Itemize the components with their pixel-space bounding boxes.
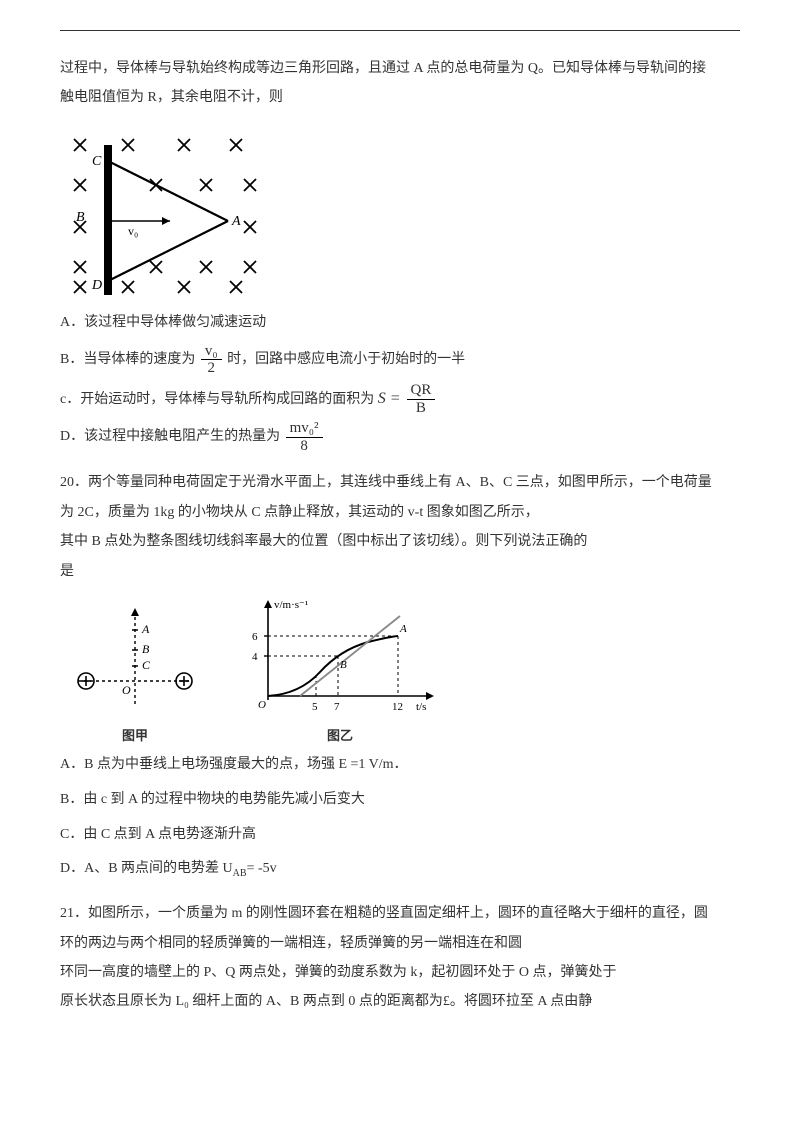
q20-line1: 20．两个等量同种电荷固定于光滑水平面上，其连线中垂线上有 A、B、C 三点，如… (60, 468, 740, 497)
xtick-12: 12 (392, 701, 403, 713)
label-b: B (76, 210, 85, 225)
frac-den: 8 (286, 438, 323, 455)
caption-left: 图甲 (70, 725, 200, 744)
q19-option-a: A．该过程中导体棒做匀减速运动 (60, 308, 740, 339)
q20-d-pre: D．A、B 两点间的电势差 U (60, 861, 233, 876)
q21-line4: 原长状态且原长为 L₀ 细杆上面的 A、B 两点到 0 点的距离都为£。将圆环拉… (60, 987, 740, 1016)
q19-cont-line1: 过程中，导体棒与导轨始终构成等边三角形回路，且通过 A 点的总电荷量为 Q。已知… (60, 54, 740, 83)
q20-option-b: B．由 c 到 A 的过程中物块的电势能先减小后变大 (60, 785, 740, 816)
q19-option-d: D．该过程中接触电阻产生的热量为 mv₀² 8 (60, 420, 740, 454)
caption-right: 图乙 (240, 725, 440, 744)
q20-diagram-left: A B C O 图甲 (70, 606, 200, 744)
q20-d-sub: AB (233, 868, 247, 879)
q19-b-pre: B．当导体棒的速度为 (60, 352, 195, 367)
q19-b-post: 时，回路中感应电流小于初始时的一半 (227, 352, 465, 367)
q20-option-d: D．A、B 两点间的电势差 UAB= -5v (60, 854, 740, 885)
ytick-6: 6 (252, 631, 258, 643)
label-b2: B (142, 642, 150, 656)
q19-option-b: B．当导体棒的速度为 v₀ 2 时，回路中感应电流小于初始时的一半 (60, 343, 740, 377)
q20-line4: 是 (60, 557, 740, 586)
label-o2: O (122, 683, 131, 697)
vt-label-a: A (399, 623, 407, 635)
q19-c-fraction: QR B (407, 382, 436, 416)
q19-d-pre: D．该过程中接触电阻产生的热量为 (60, 430, 284, 445)
frac-den: 2 (201, 360, 222, 377)
frac-num: mv₀² (286, 420, 323, 438)
conducting-bar (104, 145, 112, 295)
q20-d-post: = -5v (247, 861, 277, 876)
label-a: A (231, 214, 241, 229)
q20-line2: 为 2C，质量为 1kg 的小物块从 C 点静止释放，其运动的 v-t 图象如图… (60, 498, 740, 527)
vt-ylabel: v/m·s⁻¹ (274, 599, 308, 611)
ytick-4: 4 (252, 651, 258, 663)
label-c: C (92, 154, 102, 169)
vt-label-o: O (258, 699, 266, 711)
frac-den: B (407, 400, 436, 417)
q19-option-c: c．开始运动时，导体棒与导轨所构成回路的面积为 S = QR B (60, 381, 740, 417)
label-d: D (91, 278, 102, 293)
vt-xlabel: t/s (416, 701, 426, 713)
label-c2: C (142, 658, 151, 672)
q20-diagram-right: 6 4 5 7 12 A B O v/m·s⁻¹ t/s 图乙 (240, 596, 440, 744)
label-v0: v₀ (128, 224, 138, 238)
q19-diagram: C B A D v₀ (60, 125, 740, 300)
xtick-7: 7 (334, 701, 340, 713)
q21-line3: 环同一高度的墙壁上的 P、Q 两点处，弹簧的劲度系数为 k，起初圆环处于 O 点… (60, 958, 740, 987)
page-top-rule (60, 30, 740, 31)
q20-line3: 其中 B 点处为整条图线切线斜率最大的位置（图中标出了该切线）。则下列说法正确的 (60, 527, 740, 556)
q19-c-pre: c．开始运动时，导体棒与导轨所构成回路的面积为 (60, 392, 378, 407)
q19-c-lhs: S = (378, 390, 405, 407)
q19-b-fraction: v₀ 2 (201, 343, 222, 377)
q21-line1: 21．如图所示，一个质量为 m 的刚性圆环套在粗糙的竖直固定细杆上，圆环的直径略… (60, 899, 740, 928)
q19-d-fraction: mv₀² 8 (286, 420, 323, 454)
rail-top (108, 161, 228, 221)
frac-num: v₀ (201, 343, 222, 361)
xtick-5: 5 (312, 701, 318, 713)
q20-option-a: A．B 点为中垂线上电场强度最大的点，场强 E =1 V/m． (60, 750, 740, 781)
q21-line2: 环的两边与两个相同的轻质弹簧的一端相连，轻质弹簧的另一端相连在和圆 (60, 929, 740, 958)
q20-option-c: C．由 C 点到 A 点电势逐渐升高 (60, 820, 740, 851)
q19-cont-line2: 触电阻值恒为 R，其余电阻不计，则 (60, 83, 740, 112)
q20-diagrams: A B C O 图甲 6 4 5 7 12 (70, 596, 740, 744)
label-a2: A (141, 622, 150, 636)
frac-num: QR (407, 382, 436, 400)
vt-label-b: B (340, 659, 347, 671)
